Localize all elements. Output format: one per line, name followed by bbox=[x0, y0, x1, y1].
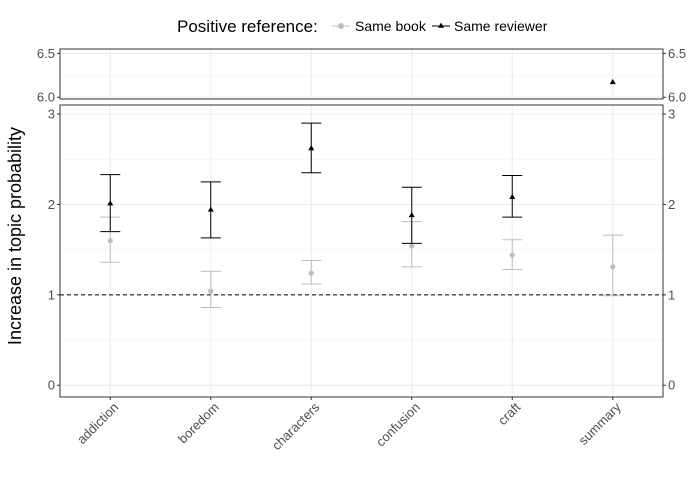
y-tick-label-right: 0 bbox=[668, 378, 675, 393]
y-tick-label-left: 6.5 bbox=[37, 46, 55, 61]
x-tick-label-addiction: addiction bbox=[74, 400, 121, 447]
y-tick-label-right: 2 bbox=[668, 197, 675, 212]
data-point-same-reviewer bbox=[207, 206, 214, 212]
top-panel: 6.0 6.0 6.5 6.5 bbox=[37, 46, 686, 105]
data-point-same-reviewer bbox=[609, 78, 616, 85]
y-tick-label-left: 3 bbox=[48, 107, 55, 122]
legend: Positive reference: Same book Same revie… bbox=[177, 17, 548, 36]
legend-entry-same-book: Same book bbox=[332, 18, 427, 34]
data-point-same-reviewer bbox=[107, 200, 114, 206]
legend-label-same-book: Same book bbox=[355, 18, 427, 34]
legend-key-circle-icon bbox=[338, 23, 344, 29]
x-tick-label-boredom: boredom bbox=[175, 400, 222, 447]
data-point-same-book bbox=[107, 238, 113, 244]
data-point-same-book bbox=[208, 288, 214, 294]
x-tick-label-confusion: confusion bbox=[373, 400, 423, 450]
data-point-same-book bbox=[509, 252, 515, 258]
y-tick-label-left: 1 bbox=[48, 287, 55, 302]
y-axis-title: Increase in topic probability bbox=[5, 127, 25, 345]
panel-border bbox=[59, 48, 664, 100]
y-tick-label-left: 6.0 bbox=[37, 90, 55, 105]
x-axis-labels: addiction boredom characters confusion craft… bbox=[74, 397, 624, 453]
data-point-same-book bbox=[308, 270, 314, 276]
data-point-same-reviewer bbox=[509, 193, 516, 200]
x-tick-label-characters: characters bbox=[269, 399, 323, 453]
panel-border bbox=[59, 104, 664, 398]
y-tick-label-left: 2 bbox=[48, 197, 55, 212]
data-point-same-book bbox=[610, 264, 616, 270]
y-tick-label-left: 0 bbox=[48, 378, 55, 393]
legend-entry-same-reviewer: Same reviewer bbox=[432, 18, 548, 34]
y-tick-label-right: 1 bbox=[668, 287, 675, 302]
y-tick-label-right: 3 bbox=[668, 107, 675, 122]
y-tick-label-right: 6.5 bbox=[668, 46, 686, 61]
data-point-same-reviewer bbox=[308, 144, 315, 151]
y-tick-label-right: 6.0 bbox=[668, 90, 686, 105]
legend-label-same-reviewer: Same reviewer bbox=[454, 18, 548, 34]
legend-title: Positive reference: bbox=[177, 17, 318, 36]
x-tick-label-craft: craft bbox=[495, 399, 524, 428]
main-panel: 0 0 1 1 2 2 3 3 bbox=[48, 104, 675, 398]
data-point-same-reviewer bbox=[408, 211, 415, 218]
x-tick-label-summary: summary bbox=[575, 399, 624, 448]
data-point-same-book bbox=[409, 243, 415, 249]
legend-key-triangle-icon bbox=[438, 22, 444, 28]
